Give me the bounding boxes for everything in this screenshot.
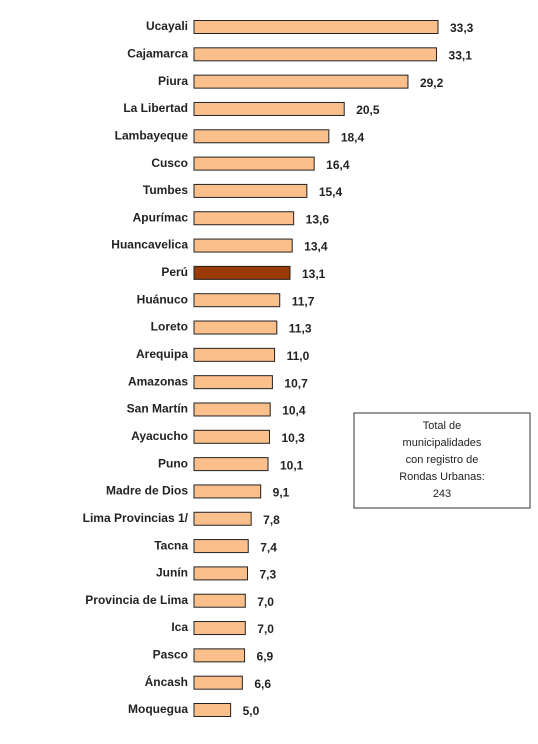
annotation-text: Total de: [423, 420, 462, 432]
bar: [193, 375, 273, 390]
y-tick-label: Áncash: [145, 674, 188, 689]
y-tick-label: Junín: [156, 566, 188, 580]
value-label: 7,8: [263, 513, 280, 527]
bar: [193, 74, 409, 89]
bar: [193, 347, 276, 362]
bar: [193, 156, 315, 171]
bar: [193, 621, 246, 636]
value-label: 10,1: [280, 458, 304, 472]
value-label: 33,1: [449, 48, 473, 62]
value-label: 7,0: [257, 622, 274, 636]
bar: [193, 211, 295, 226]
annotation-text: municipalidades: [403, 437, 482, 449]
value-label: 9,1: [273, 486, 290, 500]
value-label: 5,0: [243, 704, 260, 718]
value-label: 15,4: [319, 185, 343, 199]
y-tick-label: Apurímac: [133, 210, 189, 224]
bar: [193, 484, 262, 499]
value-label: 13,4: [304, 240, 328, 254]
value-label: 13,6: [306, 212, 330, 226]
bar: [193, 429, 270, 444]
value-label: 10,3: [281, 431, 305, 445]
annotation-text: 243: [433, 488, 451, 500]
value-label: 6,6: [254, 677, 271, 691]
annotation-text: Rondas Urbanas:: [399, 471, 485, 483]
y-tick-label: Puno: [158, 456, 188, 470]
bar: [193, 320, 278, 335]
y-tick-label: Tumbes: [143, 183, 188, 197]
bar: [193, 703, 232, 717]
annotation-text: con registro de: [406, 454, 479, 466]
y-tick-label: Tacna: [154, 538, 188, 552]
bar: [193, 293, 281, 308]
value-label: 29,2: [420, 76, 444, 90]
bar: [193, 129, 330, 144]
y-tick-label: San Martín: [127, 402, 188, 416]
y-tick-label: Ucayali: [146, 19, 188, 33]
value-label: 20,5: [356, 103, 380, 117]
value-label: 7,3: [259, 568, 276, 582]
value-label: 11,0: [287, 349, 310, 363]
y-tick-label: Loreto: [151, 320, 188, 334]
bar: [193, 20, 439, 34]
value-label: 13,1: [302, 267, 326, 281]
bar: [193, 265, 291, 280]
bar: [193, 402, 271, 417]
y-tick-label: Huánuco: [137, 292, 188, 306]
value-label: 11,3: [289, 322, 312, 336]
y-tick-label: Madre de Dios: [106, 484, 188, 498]
y-tick-label: Cusco: [151, 156, 188, 170]
y-tick-label: Piura: [158, 74, 188, 88]
y-tick-label: Arequipa: [136, 347, 188, 361]
bar: [193, 101, 345, 116]
y-tick-label: La Libertad: [123, 101, 188, 115]
bar: [193, 47, 438, 62]
value-label: 10,7: [284, 376, 308, 390]
y-tick-label: Ica: [171, 620, 188, 634]
y-tick-label: Ayacucho: [131, 429, 188, 443]
y-tick-label: Lambayeque: [115, 128, 189, 142]
bar: [193, 238, 293, 253]
value-label: 7,4: [260, 540, 277, 554]
y-tick-label: Cajamarca: [127, 46, 188, 60]
value-label: 18,4: [341, 130, 365, 144]
y-tick-label: Huancavelica: [111, 238, 188, 252]
y-tick-label: Moquegua: [128, 702, 188, 716]
bar: [193, 648, 246, 663]
value-label: 33,3: [450, 21, 474, 35]
value-label: 7,0: [257, 595, 274, 609]
bar: [193, 511, 252, 526]
y-tick-label: Amazonas: [128, 374, 188, 388]
bar: [193, 566, 248, 581]
value-label: 10,4: [282, 404, 306, 418]
annotation-box: [353, 412, 531, 509]
bar: [193, 183, 308, 198]
bar: [193, 539, 249, 554]
y-tick-label: Pasco: [153, 648, 188, 662]
bar: [193, 593, 246, 608]
value-label: 6,9: [257, 650, 274, 664]
bar: [193, 675, 243, 690]
value-label: 11,7: [292, 294, 315, 308]
value-label: 16,4: [326, 158, 350, 172]
y-tick-label: Lima Provincias 1/: [83, 511, 189, 525]
y-tick-label: Provincia de Lima: [85, 593, 188, 607]
y-tick-label: Perú: [161, 265, 188, 279]
bar: [193, 457, 269, 472]
